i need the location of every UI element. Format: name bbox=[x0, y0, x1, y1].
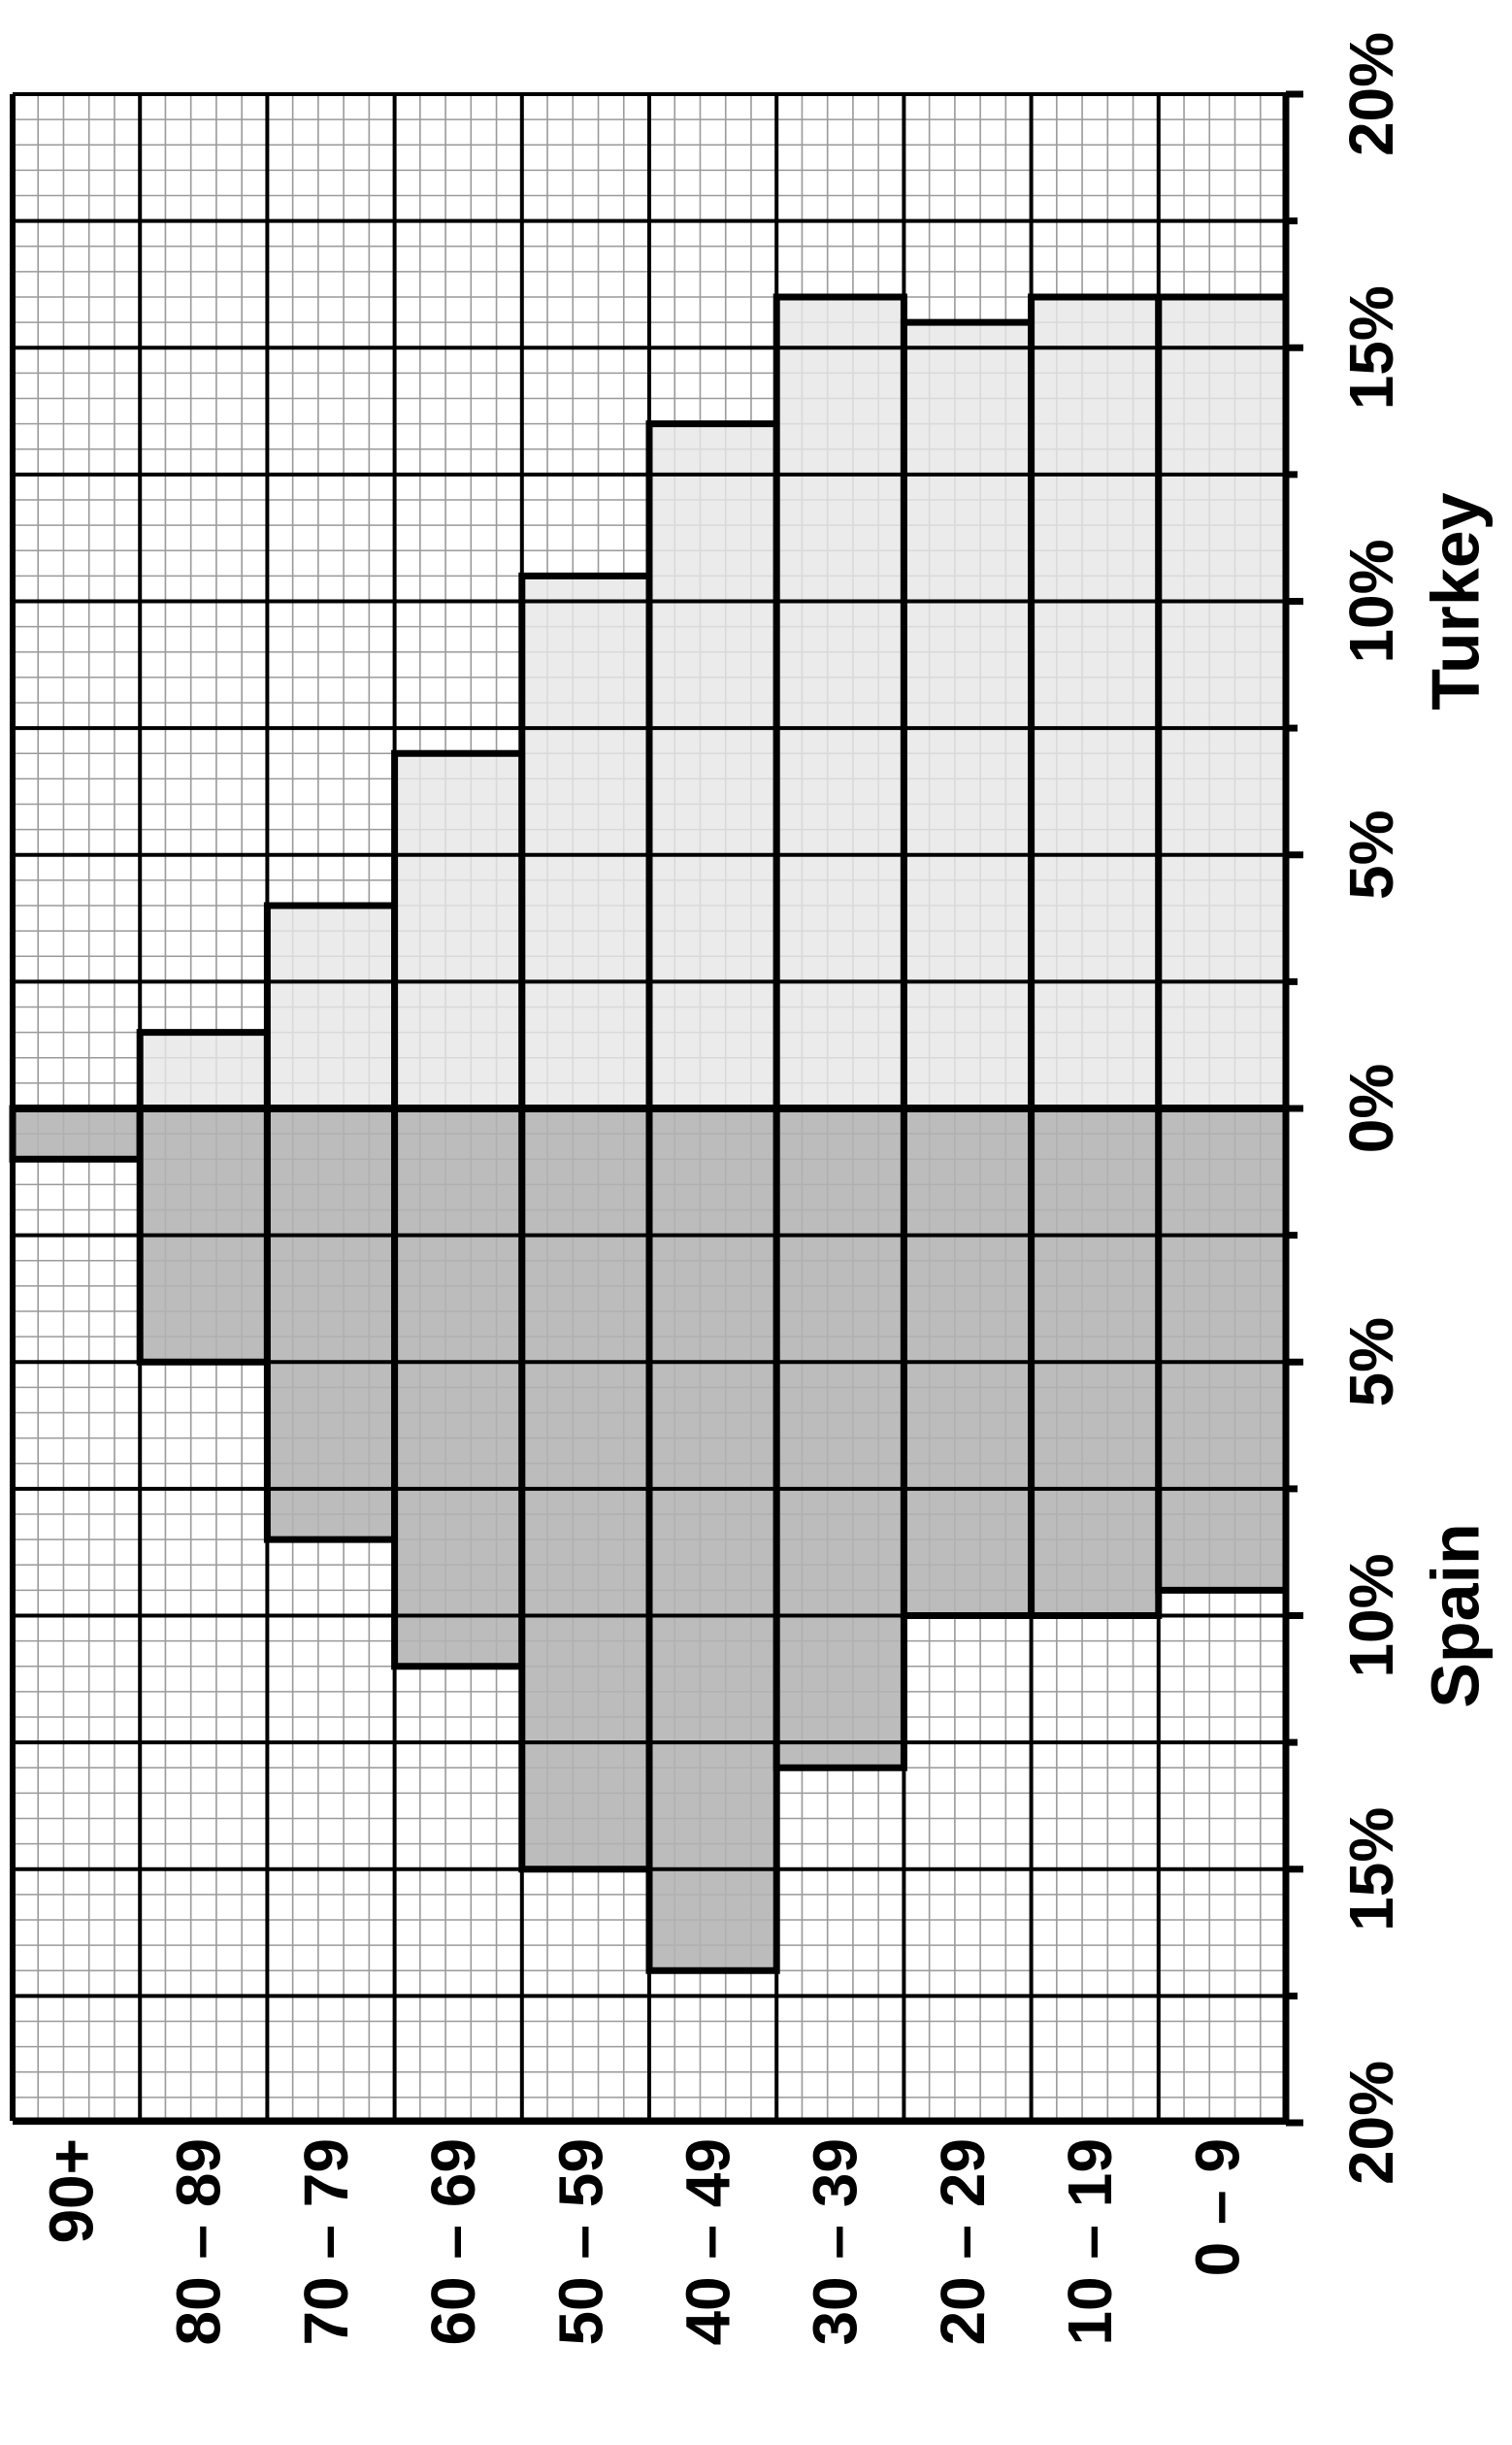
bar-spain bbox=[1155, 1105, 1290, 1594]
category-label: 70 – 79 bbox=[291, 2138, 361, 2346]
labels: 20% 15% 10% 5% 0% 5% 10% 15% 20% Spain Turkey 90+ 80… bbox=[37, 32, 1494, 2346]
category-label: 10 – 19 bbox=[1055, 2138, 1125, 2346]
bar-turkey bbox=[136, 1029, 271, 1112]
bar-turkey bbox=[391, 749, 526, 1112]
bar-spain bbox=[391, 1105, 526, 1670]
bar-turkey bbox=[900, 318, 1035, 1112]
category-label: 90+ bbox=[37, 2138, 107, 2244]
bar-turkey bbox=[1028, 293, 1163, 1112]
value-tick-label: 10% bbox=[1336, 539, 1406, 663]
category-label: 50 – 59 bbox=[545, 2138, 615, 2346]
value-tick-label: 20% bbox=[1336, 32, 1406, 156]
value-tick-label: 15% bbox=[1336, 1807, 1406, 1932]
bar-turkey bbox=[263, 902, 399, 1112]
category-label: 30 – 39 bbox=[801, 2138, 871, 2346]
category-label: 60 – 69 bbox=[418, 2138, 488, 2346]
axes bbox=[10, 90, 1303, 2127]
bar-spain bbox=[772, 1105, 907, 1771]
category-label: 40 – 49 bbox=[674, 2138, 743, 2346]
value-tick-label: 0% bbox=[1336, 1064, 1406, 1154]
bar-turkey bbox=[1155, 293, 1290, 1112]
series-label-spain: Spain bbox=[1417, 1523, 1493, 1708]
category-label: 20 – 29 bbox=[928, 2138, 998, 2346]
bar-turkey bbox=[645, 420, 780, 1112]
value-tick-label: 15% bbox=[1336, 285, 1406, 410]
value-tick-label: 5% bbox=[1336, 810, 1406, 901]
value-tick-label: 10% bbox=[1336, 1553, 1406, 1677]
category-label: 80 – 89 bbox=[164, 2138, 234, 2346]
series-label-turkey: Turkey bbox=[1417, 492, 1493, 710]
bar-turkey bbox=[518, 572, 653, 1112]
bar-turkey bbox=[772, 293, 907, 1112]
value-tick-label: 5% bbox=[1336, 1317, 1406, 1407]
bar-spain bbox=[9, 1105, 144, 1163]
bar-spain bbox=[645, 1105, 780, 1974]
category-label: 0 – 9 bbox=[1182, 2138, 1252, 2276]
value-tick-label: 20% bbox=[1336, 2061, 1406, 2185]
bar-spain bbox=[263, 1105, 399, 1543]
